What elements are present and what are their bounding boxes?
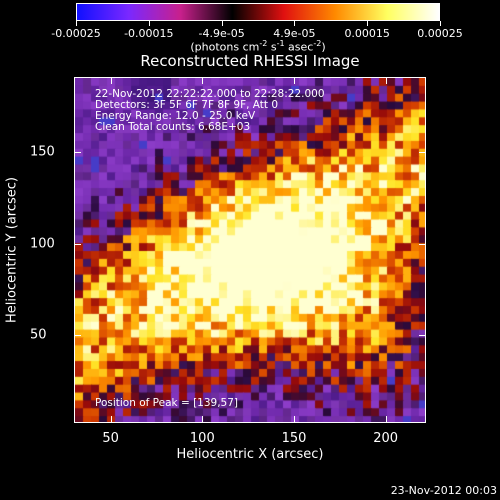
y-tick	[419, 152, 426, 154]
colorbar-tick	[148, 21, 150, 26]
peak-position: Position of Peak = [139,57]	[95, 397, 239, 409]
x-tick-label: 100	[189, 431, 215, 446]
colorbar-tick	[76, 21, 77, 26]
x-axis-label: Heliocentric X (arcsec)	[176, 447, 324, 462]
info-clean: Clean Total counts: 6.68E+03	[95, 121, 251, 133]
colorbar-tick	[440, 21, 441, 26]
heatmap-canvas	[75, 78, 425, 422]
x-tick	[202, 416, 204, 423]
y-tick	[419, 335, 426, 337]
x-tick	[110, 77, 112, 84]
colorbar-tick-label: 4.9e-05	[273, 27, 316, 40]
x-tick	[385, 416, 387, 423]
colorbar-tick-label: 0.00015	[344, 27, 390, 40]
x-tick-label: 150	[281, 431, 307, 446]
x-tick-label: 50	[102, 431, 119, 446]
colorbar-units: (photons cm-2 s-1 asec-2)	[190, 39, 326, 54]
x-tick	[202, 77, 204, 84]
colorbar-tick-label: 0.00025	[417, 27, 463, 40]
colorbar-tick-label: -4.9e-05	[198, 27, 245, 40]
y-tick	[74, 152, 81, 154]
y-tick-label: 150	[30, 144, 55, 160]
colorbar-tick-label: -0.00015	[124, 27, 174, 40]
x-tick	[294, 77, 295, 84]
info-energy: Energy Range: 12.0 - 25.0 keV	[95, 110, 256, 122]
info-detectors: Detectors: 3F 5F 6F 7F 8F 9F, Att 0	[95, 99, 279, 111]
timestamp-footer: 23-Nov-2012 00:03	[390, 484, 497, 497]
rhessi-image: 22-Nov-2012 22:22:22.000 to 22:28:22.000…	[74, 77, 426, 423]
y-tick	[419, 243, 426, 245]
x-tick	[385, 77, 387, 84]
info-time-range: 22-Nov-2012 22:22:22.000 to 22:28:22.000	[95, 88, 325, 100]
colorbar-tick	[367, 21, 369, 26]
x-tick	[294, 416, 295, 423]
image-title: Reconstructed RHESSI Image	[140, 52, 360, 70]
y-tick-label: 100	[30, 236, 55, 252]
y-tick	[74, 335, 81, 337]
x-tick	[110, 416, 112, 423]
colorbar	[76, 3, 440, 21]
y-tick	[74, 243, 81, 245]
colorbar-tick-label: -0.00025	[51, 27, 101, 40]
colorbar-tick	[221, 21, 223, 26]
y-tick-label: 50	[30, 327, 47, 343]
colorbar-tick	[294, 21, 296, 26]
y-axis-label: Heliocentric Y (arcsec)	[4, 177, 20, 323]
x-tick-label: 200	[373, 431, 399, 446]
